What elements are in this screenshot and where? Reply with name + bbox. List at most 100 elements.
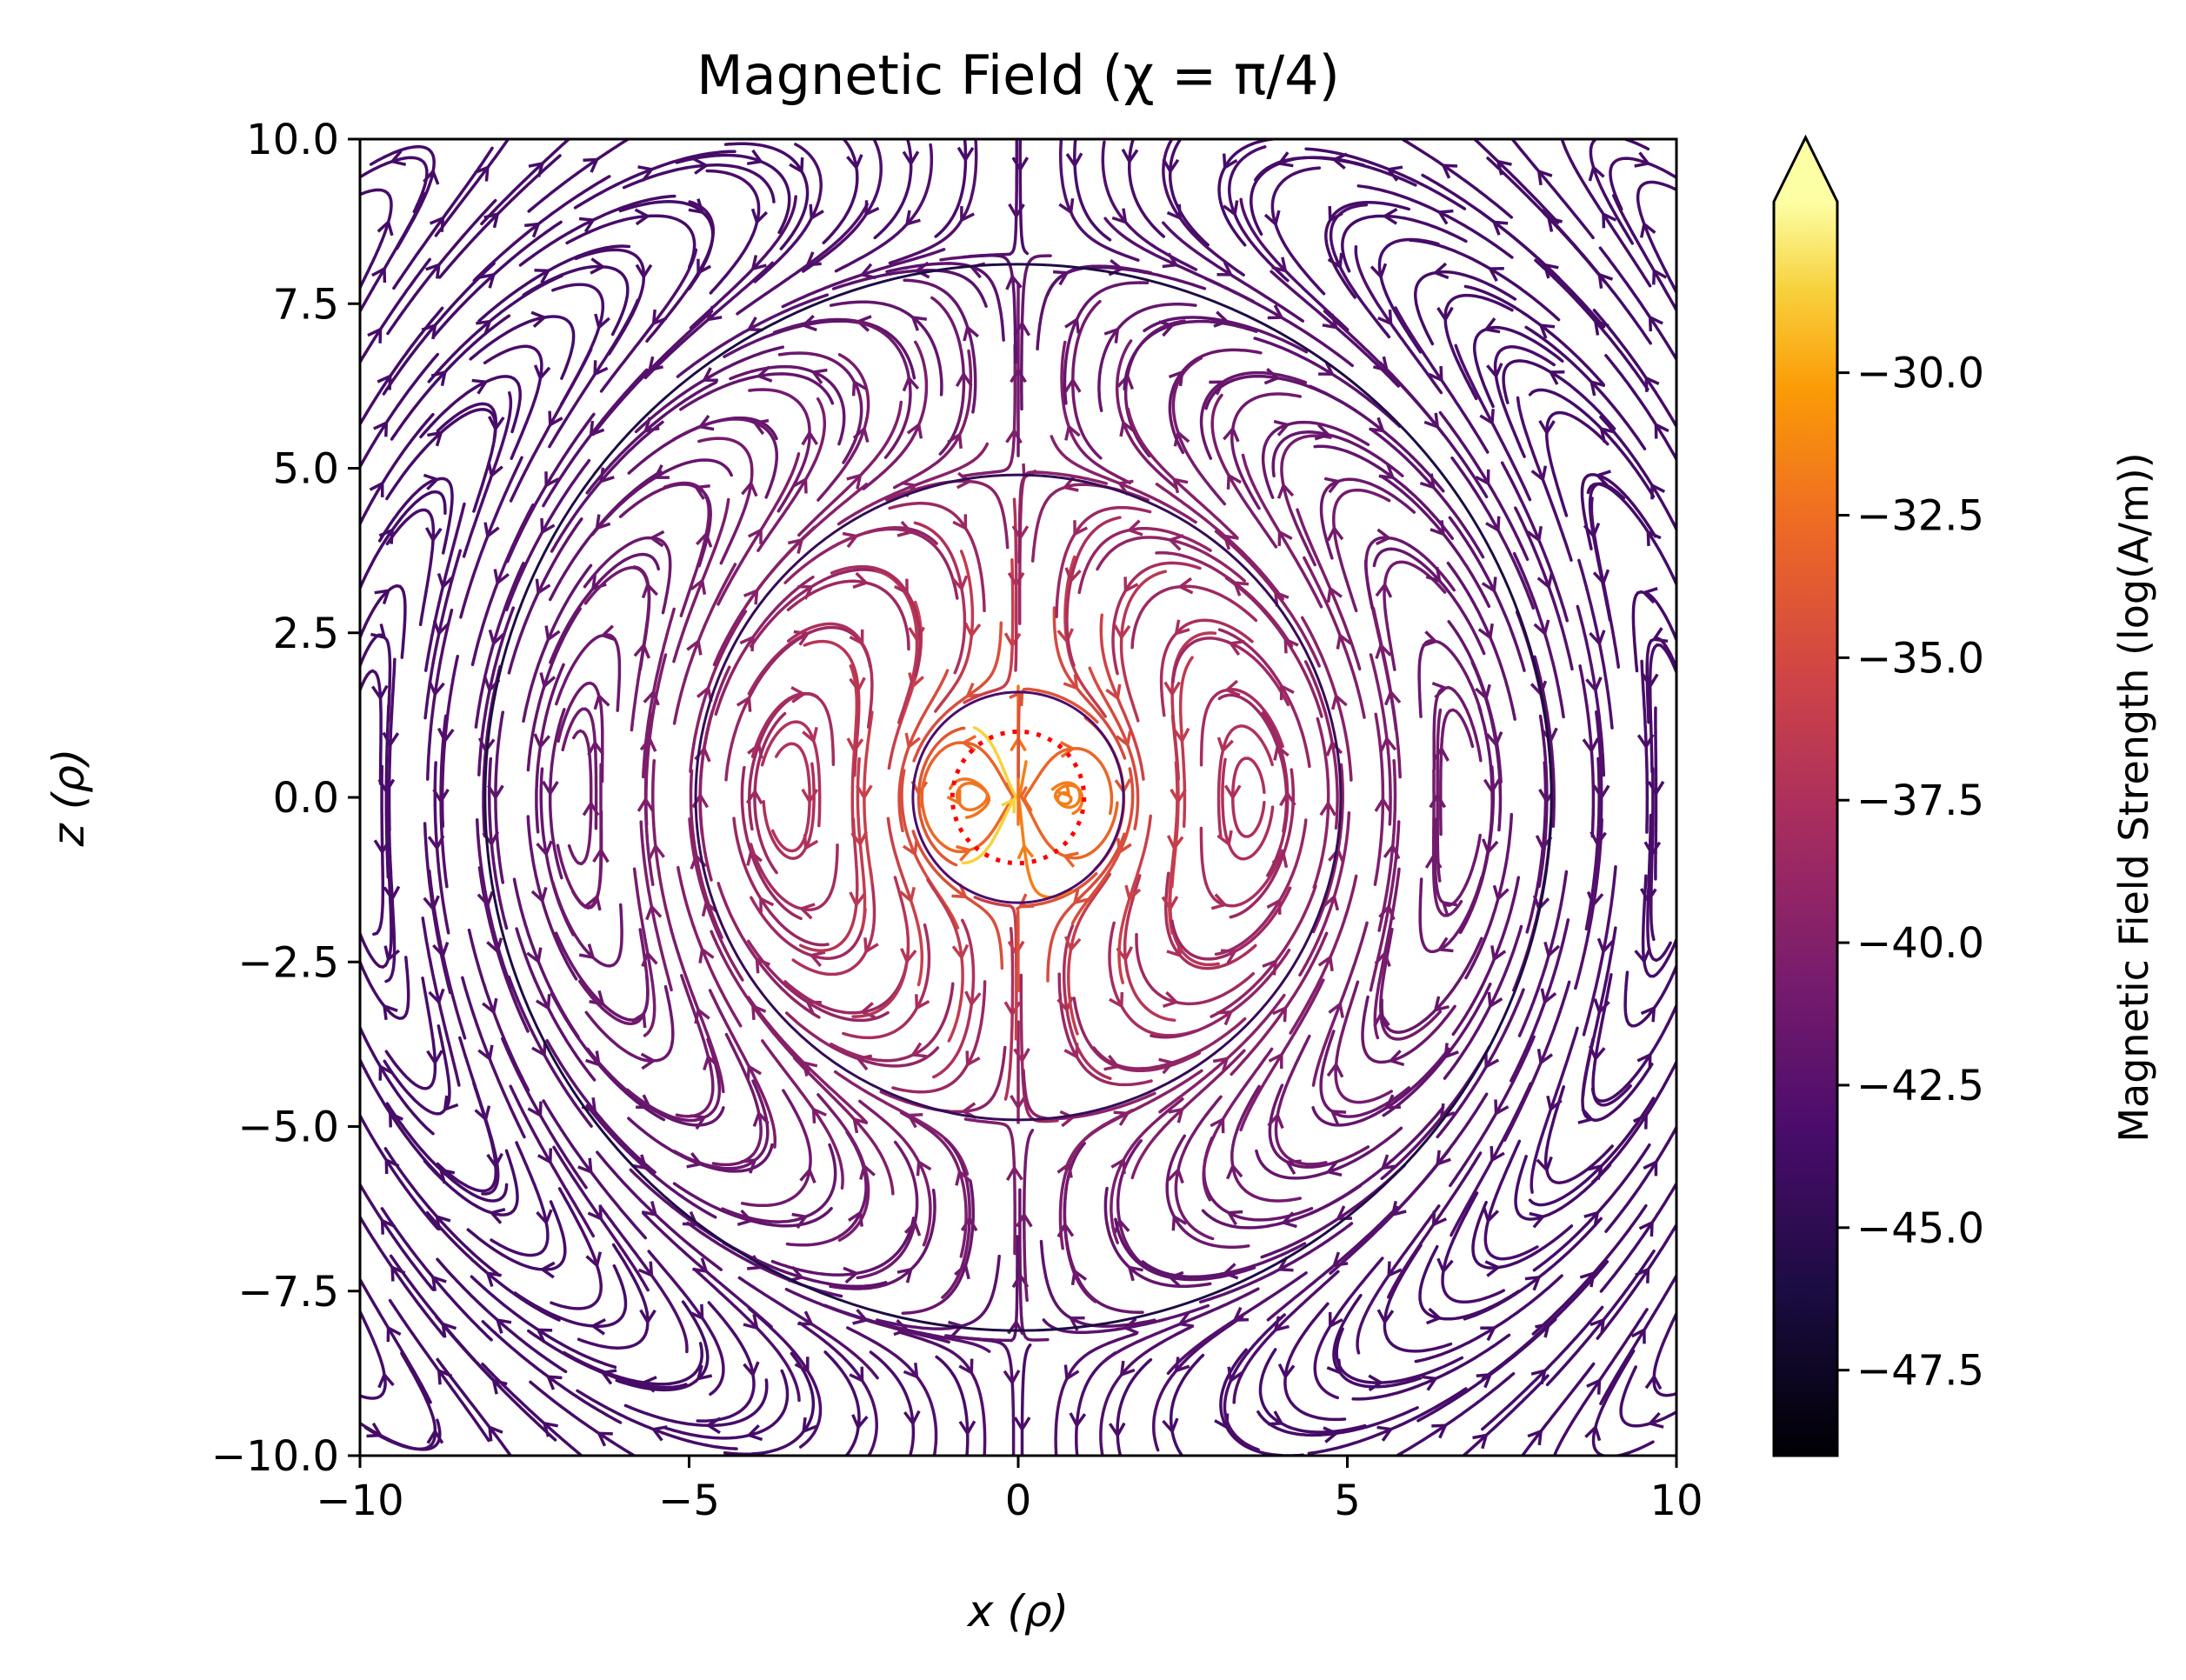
streamline-arrow (951, 943, 970, 961)
streamline-arrow (1063, 674, 1079, 690)
streamline-arrow (635, 263, 653, 280)
streamline-arrow (1116, 730, 1132, 748)
streamline-arrow (1588, 164, 1605, 182)
streamline-arrow (1212, 1057, 1230, 1073)
colorbar-ticks: −30.0 −32.5 −35.0 −37.5 −40.0 −42.5 −45.0 −47.5 (1837, 350, 1984, 1396)
streamline-arrow (792, 477, 808, 494)
streamline-arrow (696, 685, 713, 703)
streamline-arrow (590, 1317, 607, 1336)
streamline-arrow (373, 420, 389, 437)
streamline-arrow (471, 378, 489, 395)
streamline-arrow (1227, 1366, 1243, 1383)
streamline-arrow (686, 638, 703, 656)
streamline-arrow (960, 206, 975, 223)
streamline-arrow (482, 997, 498, 1015)
streamline-arrow (1022, 463, 1037, 481)
streamline-arrow (904, 210, 921, 227)
streamline-arrow (1266, 897, 1282, 915)
streamline-arrow (1277, 1363, 1296, 1380)
plot-area (358, 137, 1678, 1457)
streamline-arrow (1579, 1270, 1596, 1288)
streamline-arrow (801, 788, 819, 804)
streamline-arrow (487, 784, 504, 801)
streamline-arrow (424, 527, 443, 543)
streamline-arrow (634, 208, 651, 226)
streamline-arrow (1494, 1099, 1510, 1117)
y-tick-label: −5.0 (237, 1103, 339, 1152)
streamline-arrow (1223, 200, 1239, 217)
streamline-arrow (1326, 1061, 1344, 1078)
colorbar-tick-label: −32.5 (1856, 492, 1984, 541)
streamline-arrow (863, 937, 879, 955)
streamline-arrow (641, 950, 658, 967)
streamline-arrow (951, 883, 969, 899)
streamline-arrow (736, 695, 752, 712)
streamline-arrow (1116, 479, 1134, 496)
streamline-arrow (589, 420, 605, 437)
streamline-arrow (1059, 741, 1076, 758)
streamline-arrow (864, 200, 880, 217)
streamline-arrow (1007, 940, 1025, 957)
streamline-arrow (1436, 306, 1454, 323)
streamline-arrow (1328, 1001, 1344, 1018)
streamline-arrow (1319, 800, 1337, 817)
streamline-arrow (1368, 1374, 1384, 1392)
streamline-arrow (1370, 263, 1388, 280)
streamline-arrow (902, 375, 920, 392)
streamline-arrow (746, 149, 764, 166)
streamline-arrow (910, 316, 928, 331)
streamline-arrow (694, 1007, 710, 1024)
streamline-arrow (593, 360, 609, 377)
streamline-arrow (647, 356, 664, 373)
streamline-arrow (1055, 781, 1071, 798)
streamline-arrow (1436, 1150, 1451, 1167)
streamline-arrow (1479, 409, 1495, 426)
streamline-arrow (474, 1105, 491, 1123)
streamline-arrow (493, 569, 510, 586)
streamline-arrow (1536, 572, 1554, 590)
streamline-arrow (1280, 1211, 1297, 1229)
streamline-arrow (1226, 472, 1242, 490)
streamline-arrow (1538, 323, 1556, 339)
streamline-arrow (1005, 1164, 1023, 1181)
streamline-arrow (964, 990, 982, 1008)
streamline-arrow (1063, 936, 1082, 953)
streamline-arrow (1374, 796, 1392, 812)
streamline-arrow (896, 520, 914, 537)
streamline-arrow (1431, 1423, 1449, 1439)
streamline-arrow (1647, 780, 1665, 797)
streamline-arrow (537, 1148, 553, 1165)
streamline-arrow (377, 1371, 395, 1389)
streamline-arrow (948, 1320, 965, 1337)
streamline-arrow (1328, 847, 1345, 864)
streamline-arrow (535, 578, 551, 596)
colorbar-tick-label: −37.5 (1856, 777, 1984, 825)
streamline-arrow (790, 686, 807, 703)
streamline-arrow (377, 219, 394, 237)
streamline-arrow (1210, 1117, 1225, 1134)
loop-boundary (483, 263, 1553, 1332)
streamline-arrow (526, 947, 543, 964)
streamline-arrow (1176, 577, 1194, 595)
streamline-arrow (1110, 1157, 1126, 1175)
streamline-arrow (592, 847, 610, 863)
streamline-arrow (1279, 683, 1295, 701)
streamline-arrow (542, 780, 559, 797)
streamline-arrow (535, 994, 551, 1011)
streamline-arrow (1651, 627, 1669, 643)
streamline-arrow (1325, 1160, 1343, 1177)
y-tick-label: 5.0 (273, 445, 339, 494)
streamline-arrow (527, 1101, 543, 1118)
streamline-arrow (1425, 566, 1442, 583)
streamline-arrow (1064, 317, 1080, 334)
streamline-arrow (477, 890, 494, 908)
streamline-arrow (1010, 1094, 1027, 1110)
streamline-arrow (1630, 1327, 1646, 1344)
streamline-arrow (1001, 797, 1016, 814)
streamline-arrow (1331, 1251, 1349, 1268)
streamline-arrow (693, 157, 710, 175)
streamline-arrow (542, 1421, 559, 1437)
streamline-arrow (1380, 1154, 1397, 1170)
streamline-arrow (849, 1366, 864, 1383)
streamline-arrow (1441, 900, 1458, 917)
